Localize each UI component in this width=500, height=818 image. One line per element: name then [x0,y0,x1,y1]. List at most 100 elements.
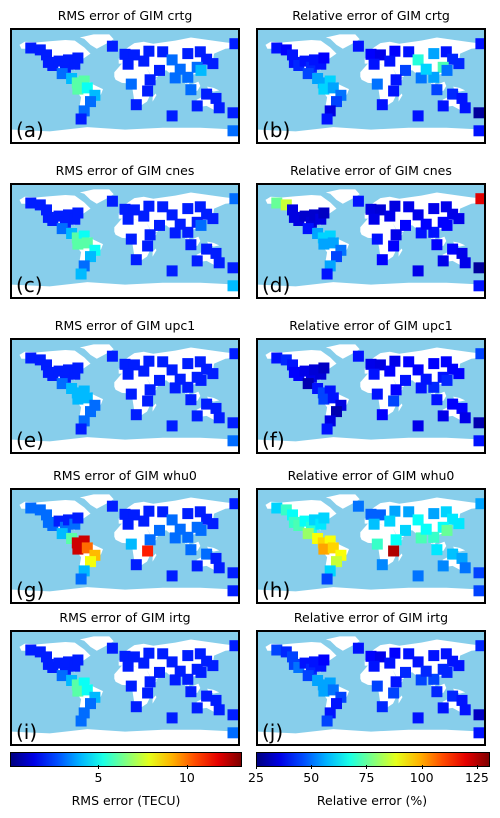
station-marker [428,226,440,238]
station-marker [317,537,329,549]
station-marker [201,655,213,667]
station-marker [403,201,415,213]
world-map [12,494,238,602]
station-marker [473,727,484,739]
station-marker [437,702,449,714]
station-marker [389,45,401,57]
station-marker [72,238,84,250]
station-marker [72,654,84,666]
station-marker [400,374,411,386]
station-marker [376,701,388,713]
land-mass [453,241,466,247]
station-marker [66,533,78,544]
land-mass [258,729,484,744]
station-marker [428,358,440,370]
station-marker [227,709,238,721]
station-marker [106,195,118,207]
station-marker [335,89,347,101]
station-marker [174,373,186,385]
station-marker [431,686,443,698]
station-marker [207,368,219,380]
station-marker [174,63,186,75]
station-marker [47,520,59,531]
station-marker [352,195,364,207]
station-marker [371,388,383,400]
station-marker [352,500,364,512]
relative-colorbar-tick-label: 100 [409,770,434,785]
world-map [12,344,238,452]
station-marker [412,265,424,277]
map-frame: (e) [10,338,240,454]
station-marker [376,254,388,266]
station-marker [41,509,52,521]
station-marker [335,549,347,561]
station-marker [47,215,59,226]
map-frame: (g) [10,488,240,604]
station-marker [207,213,219,225]
station-marker [335,691,347,703]
station-marker [63,364,74,376]
station-marker [473,709,484,721]
station-marker [428,48,440,60]
station-marker [312,675,324,686]
station-marker [365,203,377,215]
station-marker [69,213,81,225]
station-marker [143,200,155,212]
station-marker [130,409,142,421]
map-frame: (h) [256,488,486,604]
station-marker [412,110,424,122]
station-marker [412,712,424,724]
land-mass [79,636,114,651]
station-marker [71,679,83,691]
station-marker [69,518,81,530]
station-marker [440,201,452,213]
relative-colorbar-tick [311,765,313,769]
station-marker [69,368,81,380]
land-mass [12,437,238,452]
station-marker [138,365,150,377]
station-marker [324,565,336,577]
station-marker [81,82,93,94]
station-marker [420,665,432,677]
station-marker [47,662,59,673]
station-marker [327,237,339,249]
station-marker [85,406,96,418]
land-mass [12,587,238,602]
station-marker [142,545,154,557]
station-marker [78,535,90,547]
station-marker [440,648,452,660]
station-marker [78,75,90,87]
station-marker [130,99,142,111]
station-marker [34,199,46,211]
station-marker [157,46,169,58]
station-marker [312,533,324,544]
station-marker [182,381,194,393]
station-marker [305,663,317,675]
station-marker [374,49,386,61]
relative-colorbar-tick [476,765,478,769]
relative-colorbar-tick [366,765,368,769]
station-marker [473,262,484,274]
station-marker [318,543,330,555]
station-marker [210,402,222,414]
station-marker [182,508,194,520]
station-marker [453,58,465,70]
station-marker [388,545,400,557]
station-marker [440,356,452,368]
station-marker [271,42,283,54]
station-marker [309,209,320,221]
station-marker [459,412,471,424]
rms-colorbar-tick-label: 10 [178,770,195,785]
relative-colorbar-tick-label: 25 [248,770,264,785]
station-marker [85,556,96,568]
station-marker [169,382,181,394]
relative-colorbar [256,752,490,767]
station-marker [81,684,93,696]
station-marker [185,544,197,556]
station-marker [318,362,330,374]
station-marker [384,55,396,67]
station-marker [166,712,178,724]
station-marker [89,549,101,561]
land-mass [152,553,157,562]
station-marker [122,518,134,530]
